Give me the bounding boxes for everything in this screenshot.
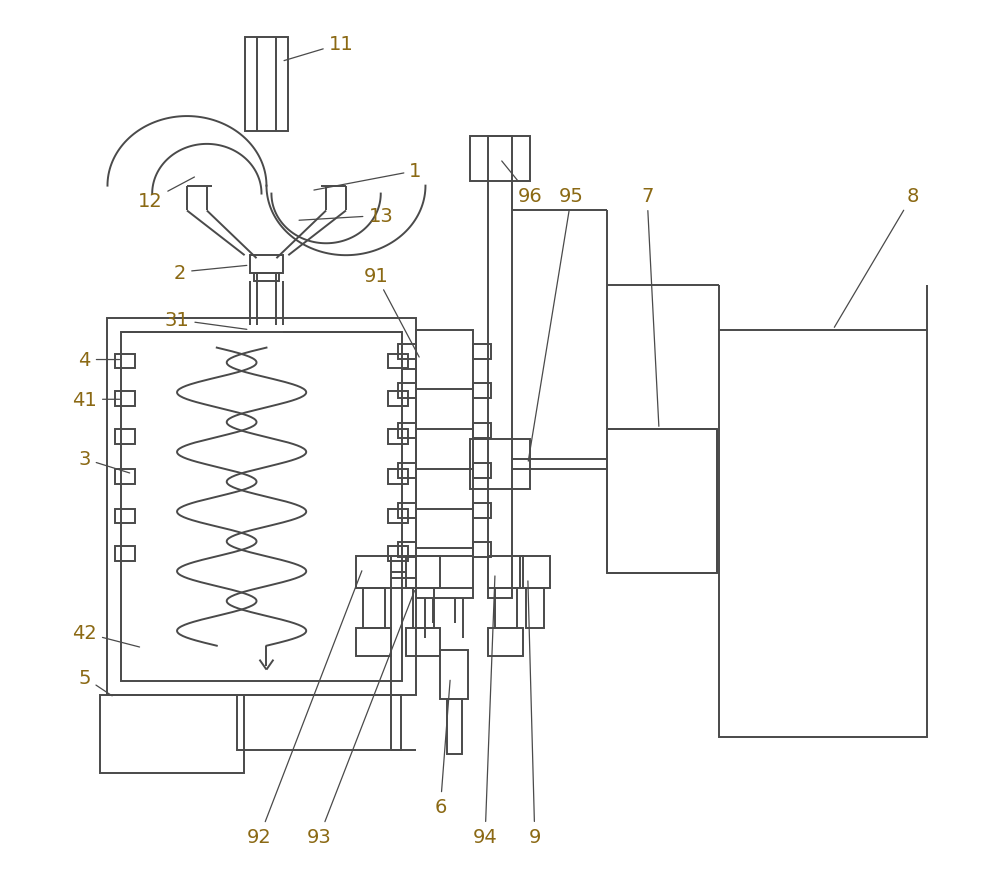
Bar <box>121 332 402 681</box>
Bar <box>607 430 717 573</box>
Bar <box>237 696 401 750</box>
Bar <box>398 463 416 478</box>
Text: 42: 42 <box>72 624 140 648</box>
Bar <box>115 509 135 524</box>
Text: 7: 7 <box>641 187 659 427</box>
Text: 4: 4 <box>78 351 120 369</box>
Bar <box>398 424 416 439</box>
Bar <box>406 628 440 656</box>
Bar <box>250 256 283 274</box>
Bar <box>413 588 434 628</box>
Bar <box>115 430 135 445</box>
Bar <box>388 470 408 484</box>
Text: 92: 92 <box>247 571 362 846</box>
Text: 5: 5 <box>78 668 112 696</box>
Bar <box>406 556 440 588</box>
Text: 8: 8 <box>834 187 919 328</box>
Text: 91: 91 <box>363 267 419 358</box>
Bar <box>100 696 244 773</box>
Bar <box>107 318 416 696</box>
Bar <box>440 650 468 700</box>
Text: 96: 96 <box>502 162 542 206</box>
Bar <box>719 330 927 737</box>
Bar <box>473 384 491 399</box>
Text: 93: 93 <box>307 591 415 846</box>
Bar <box>447 700 462 754</box>
Bar <box>388 547 408 562</box>
Text: 12: 12 <box>138 178 194 211</box>
Bar <box>488 136 512 598</box>
Bar <box>388 430 408 445</box>
Bar <box>388 509 408 524</box>
Text: 3: 3 <box>78 450 130 473</box>
Bar <box>115 470 135 484</box>
Text: 2: 2 <box>174 263 247 283</box>
Text: 13: 13 <box>299 206 393 226</box>
Text: 41: 41 <box>72 391 120 409</box>
Bar <box>473 463 491 478</box>
Bar <box>473 345 491 359</box>
Bar <box>495 588 517 628</box>
Bar <box>356 556 391 588</box>
Bar <box>356 628 391 656</box>
Text: 11: 11 <box>284 35 353 61</box>
Text: 94: 94 <box>473 576 497 846</box>
Bar <box>416 330 473 598</box>
Bar <box>115 392 135 407</box>
Bar <box>526 588 544 628</box>
Text: 31: 31 <box>165 311 247 330</box>
Bar <box>520 556 550 588</box>
Bar <box>398 345 416 359</box>
Bar <box>398 543 416 557</box>
Text: 1: 1 <box>314 162 422 190</box>
Bar <box>388 392 408 407</box>
Bar <box>488 628 523 656</box>
Bar <box>473 424 491 439</box>
Bar <box>363 588 385 628</box>
Bar <box>245 37 288 132</box>
Bar <box>470 136 530 182</box>
Bar <box>254 274 279 282</box>
Bar <box>115 354 135 369</box>
Bar <box>473 503 491 518</box>
Bar <box>115 547 135 562</box>
Bar <box>388 354 408 369</box>
Bar <box>473 543 491 557</box>
Text: 95: 95 <box>528 187 584 462</box>
Text: 6: 6 <box>434 680 450 816</box>
Bar <box>398 503 416 518</box>
Text: 9: 9 <box>528 581 541 846</box>
Bar <box>488 556 523 588</box>
Bar <box>470 439 530 489</box>
Bar <box>398 384 416 399</box>
